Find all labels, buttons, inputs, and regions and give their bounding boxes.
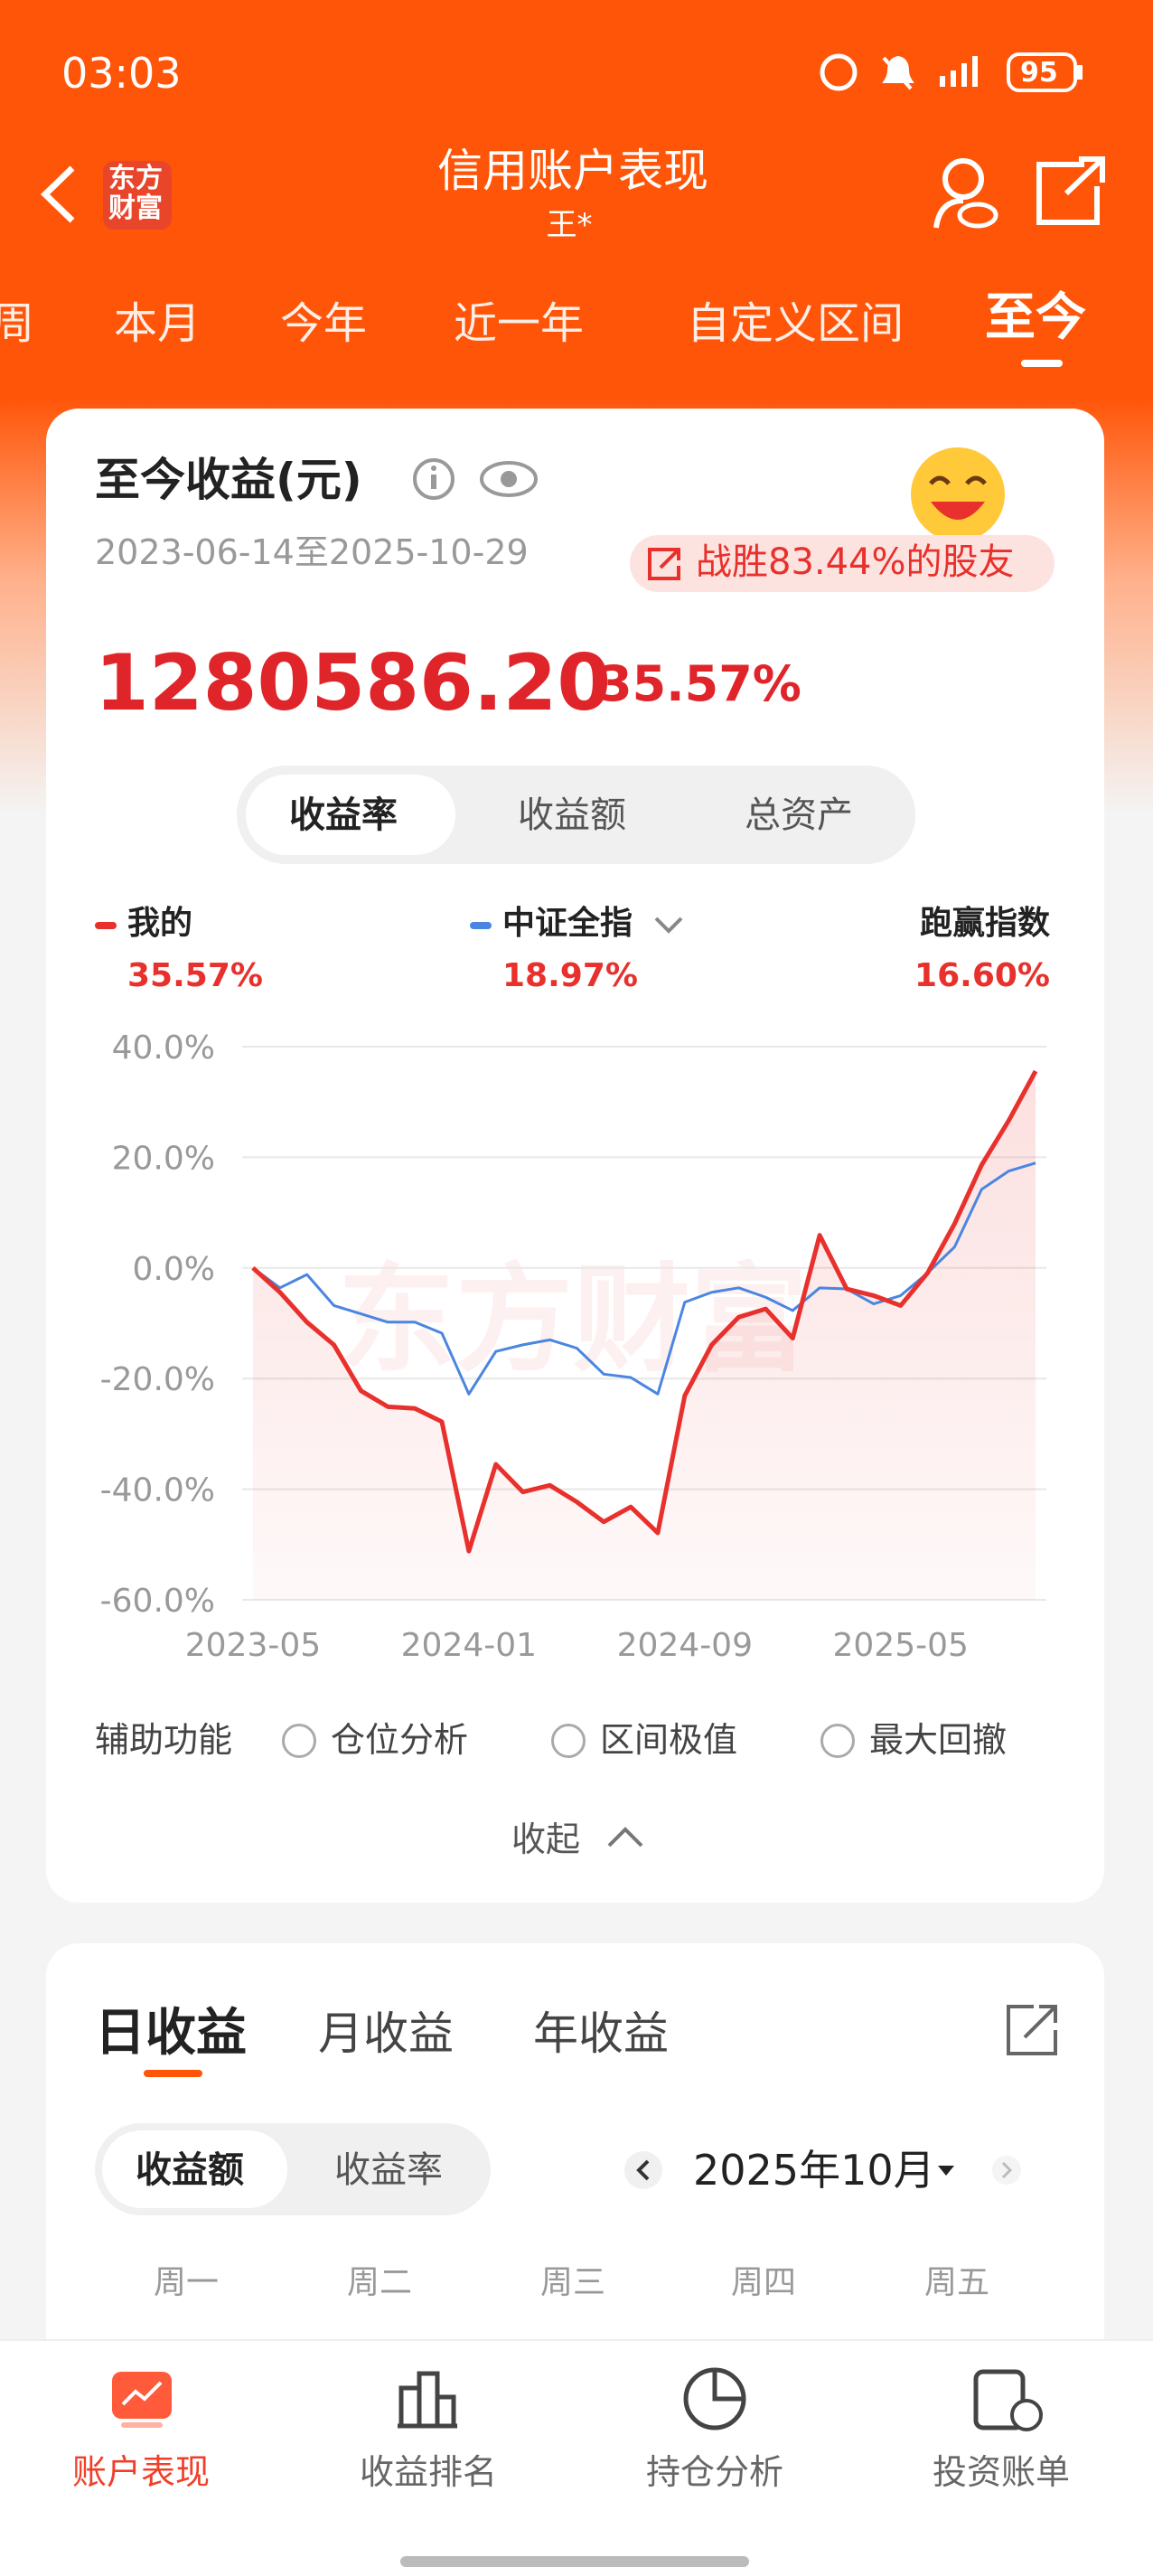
toggle-option[interactable]: 收益率 <box>289 794 398 836</box>
returns-tab[interactable]: 日收益 <box>95 2004 247 2063</box>
logo <box>103 161 172 230</box>
aux-option[interactable]: 仓位分析 <box>331 1720 469 1760</box>
share-button[interactable] <box>1003 2001 1061 2059</box>
y-tick-label: 40.0% <box>112 1029 215 1067</box>
date-range: 2023-06-14至2025-10-29 <box>95 532 529 572</box>
nav-item[interactable]: 收益排名 <box>359 2452 498 2492</box>
aux-option[interactable]: 最大回撤 <box>869 1720 1008 1760</box>
weekday: 周一 <box>153 2264 220 2301</box>
returns-tab[interactable]: 年收益 <box>533 2007 669 2060</box>
header-icons[interactable] <box>931 155 1130 237</box>
chart: 东方财富 -60.0%-40.0%-20.0%0.0%20.0%40.0%202… <box>100 1029 1046 1664</box>
share-icon <box>648 548 680 580</box>
status-icons <box>820 52 1083 92</box>
period-tab[interactable]: 周 <box>0 298 35 349</box>
legend-value: 16.60% <box>914 957 1050 994</box>
period-tab[interactable]: 今年 <box>279 298 368 349</box>
badge-text[interactable]: 战胜83.44%的股友 <box>696 541 1015 583</box>
bottom-nav <box>0 2339 1153 2576</box>
nav-icons <box>112 2367 1043 2431</box>
legend-value: 35.57% <box>127 957 263 994</box>
nav-item[interactable]: 持仓分析 <box>645 2452 784 2492</box>
y-tick-label: -20.0% <box>100 1361 215 1398</box>
legend-label[interactable]: 中证全指 <box>502 905 633 942</box>
x-tick-label: 2023-05 <box>185 1627 321 1664</box>
summary-card <box>46 409 1104 1903</box>
y-tick-label: -40.0% <box>100 1472 215 1509</box>
legend-swatch <box>95 922 117 929</box>
month-arrows[interactable] <box>623 2149 1021 2191</box>
back-button[interactable] <box>36 163 81 226</box>
card-title: 至今收益(元) <box>95 454 362 506</box>
line <box>252 1161 1036 1396</box>
x-tick-label: 2024-09 <box>617 1627 753 1664</box>
toggle-option[interactable]: 收益额 <box>136 2149 244 2191</box>
badge-background <box>630 535 1055 592</box>
tab-indicator <box>144 2070 202 2077</box>
toggle-option[interactable]: 收益率 <box>334 2149 443 2191</box>
logo-text: 财富 <box>108 193 163 224</box>
radio[interactable] <box>820 1724 855 1758</box>
logo-text: 东方 <box>108 163 163 194</box>
y-tick-label: -60.0% <box>100 1583 215 1620</box>
battery-level: 95 <box>1020 57 1058 89</box>
info-icons[interactable] <box>411 456 547 502</box>
collapse[interactable]: 收起 <box>511 1819 581 1859</box>
line <box>251 1069 1038 1554</box>
legend-swatch <box>470 922 492 929</box>
aux-option[interactable]: 区间极值 <box>600 1720 738 1760</box>
clock: 03:03 <box>61 49 182 98</box>
tab-indicator <box>1021 360 1063 367</box>
period-tab[interactable]: 近一年 <box>453 298 585 349</box>
toggle-active <box>102 2130 287 2208</box>
nav-item[interactable]: 账户表现 <box>71 2452 211 2492</box>
profit-rate: 35.57% <box>598 655 801 712</box>
toggle-active <box>246 775 455 855</box>
period-tab[interactable]: 至今 <box>985 288 1086 347</box>
toggle-option[interactable]: 收益额 <box>518 794 626 836</box>
radio[interactable] <box>282 1724 316 1758</box>
toggle-option[interactable]: 总资产 <box>745 794 853 836</box>
weekday: 周二 <box>346 2264 413 2301</box>
x-tick-label: 2025-05 <box>833 1627 969 1664</box>
collapse-arrow[interactable] <box>605 1824 645 1851</box>
period-tab[interactable]: 自定义区间 <box>686 298 905 349</box>
home-indicator <box>400 2556 749 2567</box>
month-selector[interactable]: 2025年10月 <box>693 2146 935 2195</box>
x-tick-label: 2024-01 <box>401 1627 537 1664</box>
returns-tab[interactable]: 月收益 <box>318 2007 454 2060</box>
period-tab[interactable]: 本月 <box>113 298 202 349</box>
legend-label: 跑赢指数 <box>919 905 1050 942</box>
profit-amount: 1280586.20 <box>95 638 612 729</box>
page-title: 信用账户表现 <box>437 145 708 197</box>
weekday: 周三 <box>539 2264 606 2301</box>
y-tick-label: 0.0% <box>133 1251 215 1288</box>
legend-value: 18.97% <box>502 957 638 994</box>
dropdown-arrow[interactable] <box>651 911 687 938</box>
area <box>252 1071 1036 1600</box>
nav-item[interactable]: 投资账单 <box>932 2452 1071 2492</box>
aux-label: 辅助功能 <box>95 1720 233 1760</box>
weekday: 周五 <box>923 2264 990 2301</box>
weekday: 周四 <box>730 2264 797 2301</box>
radio[interactable] <box>551 1724 586 1758</box>
legend-label[interactable]: 我的 <box>127 905 193 942</box>
account-name: 王* <box>546 207 593 243</box>
emoji <box>911 447 1005 538</box>
y-tick-label: 20.0% <box>112 1140 215 1177</box>
